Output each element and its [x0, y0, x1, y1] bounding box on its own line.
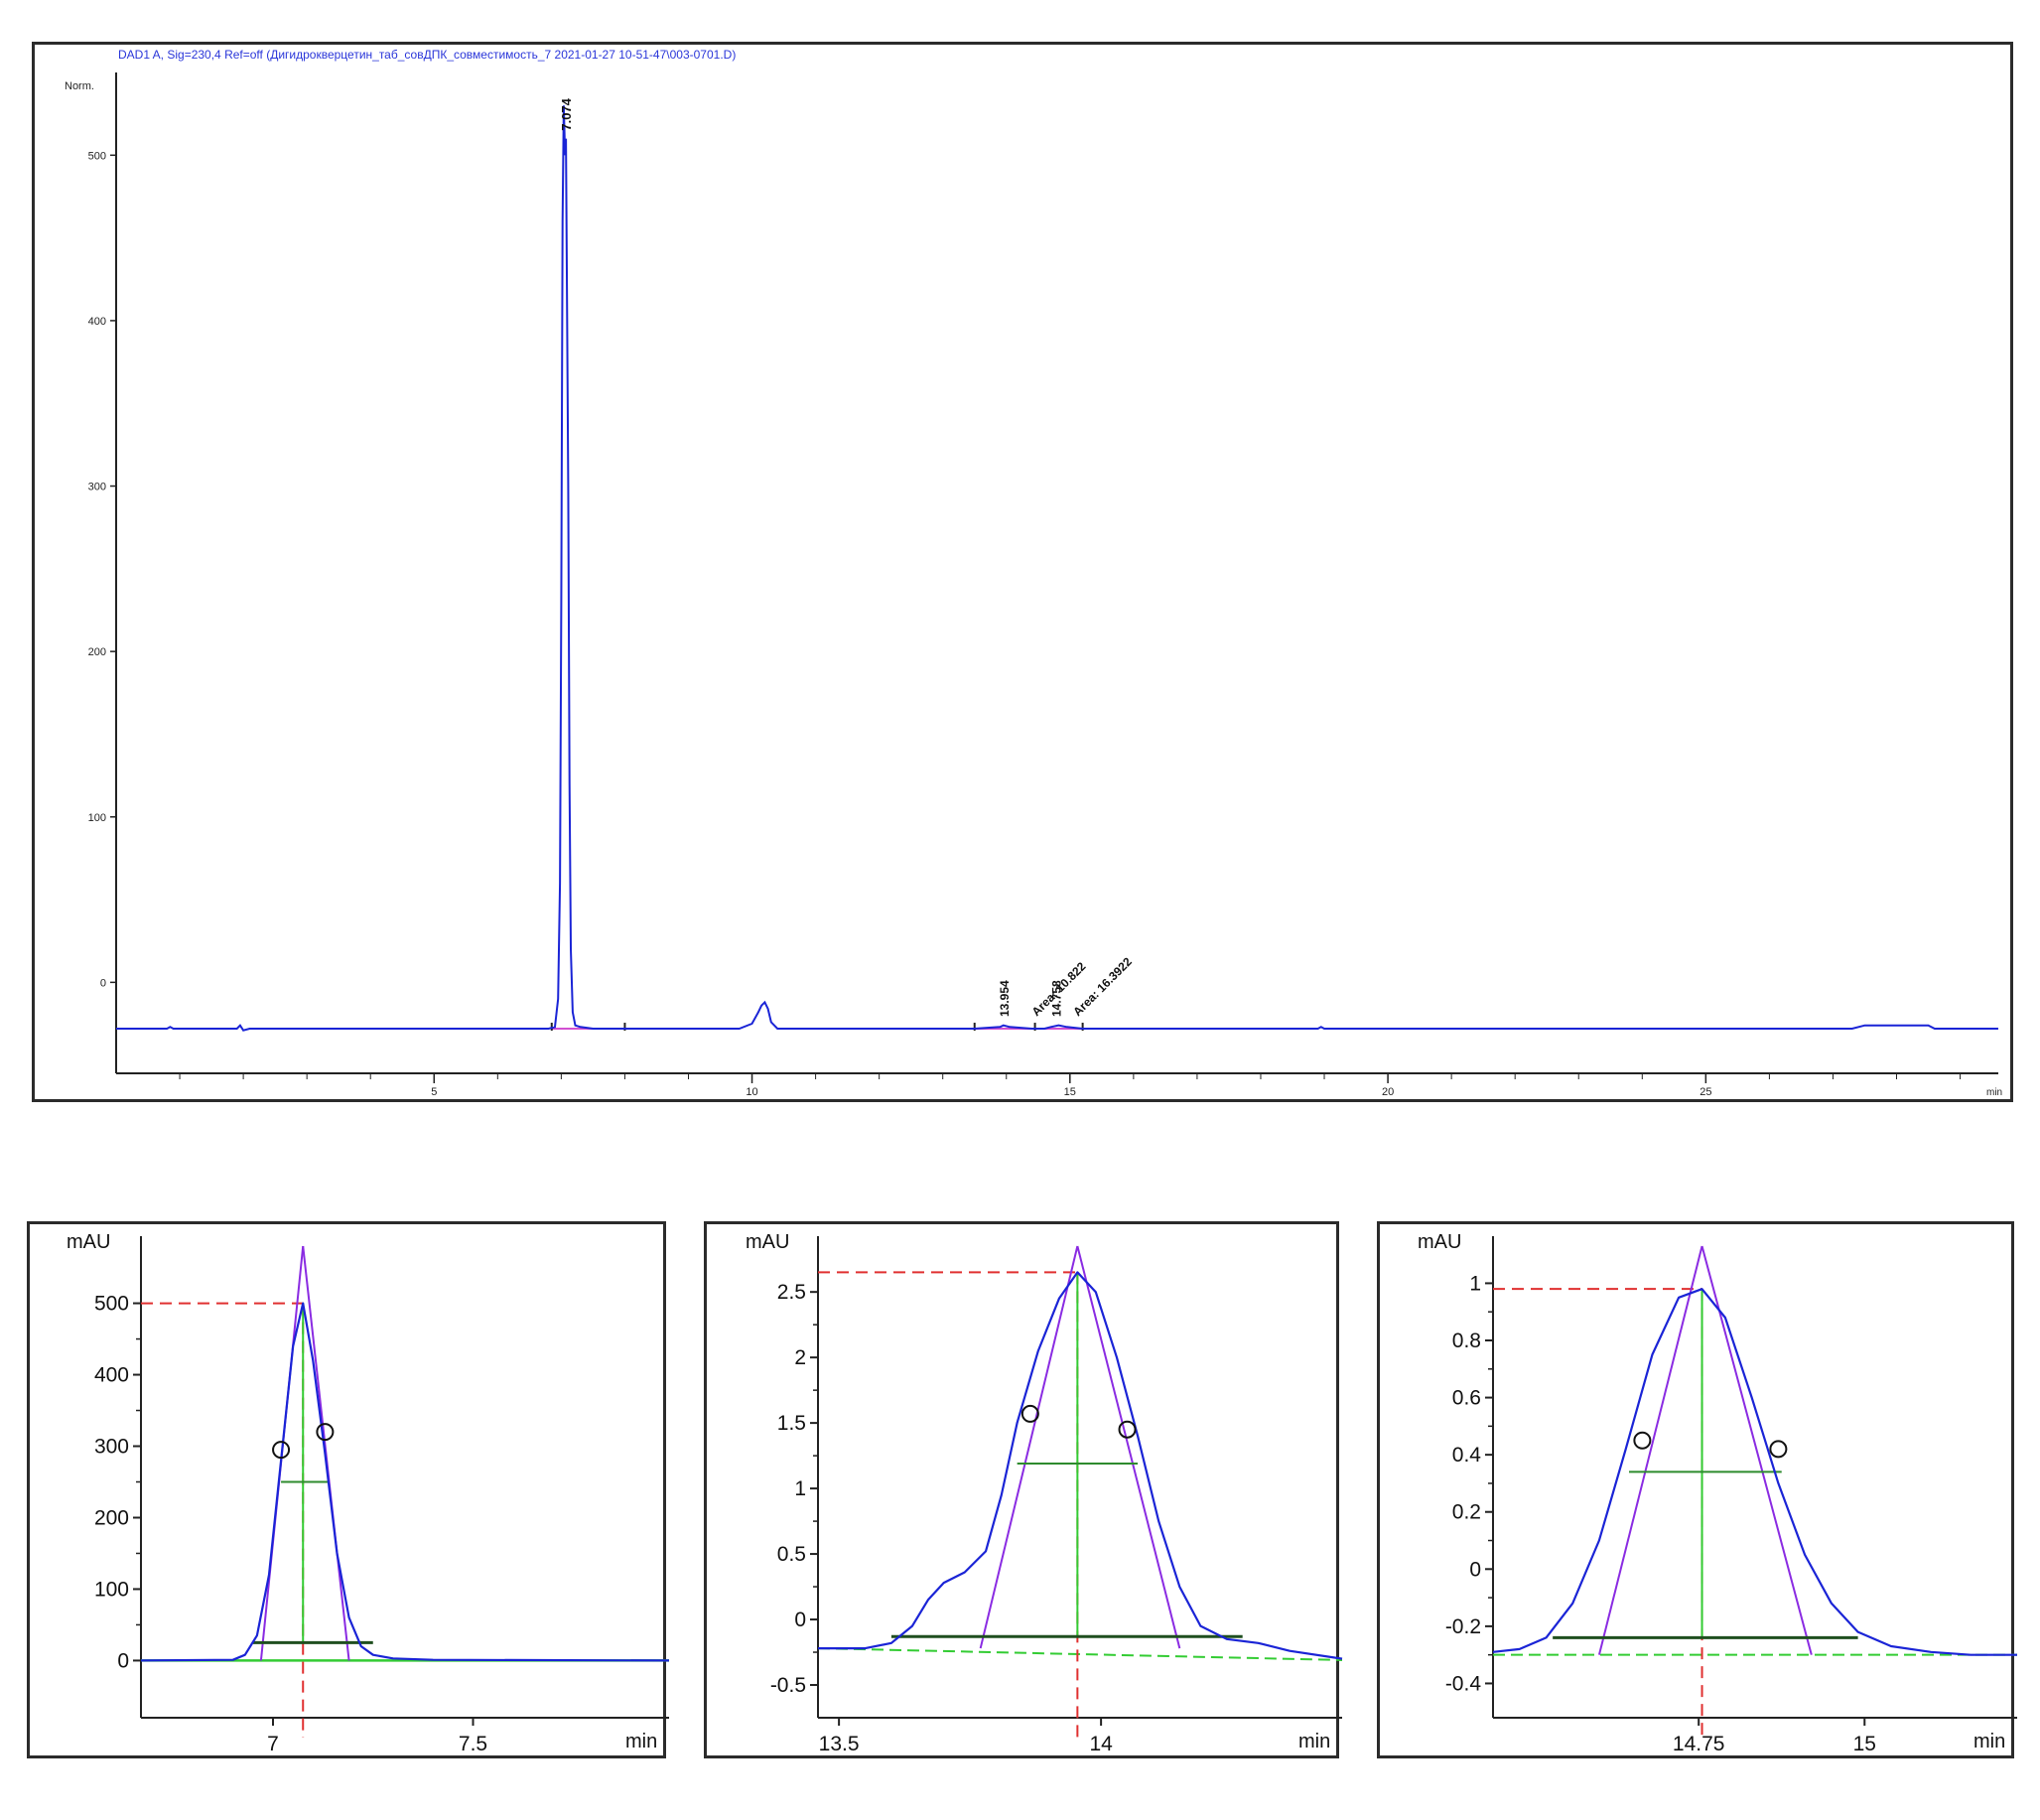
- peak-label: 7.074: [559, 97, 574, 130]
- y-tick-label: 0.4: [1452, 1444, 1482, 1467]
- tangent-right: [1700, 1245, 1813, 1655]
- inflection-point-marker: [1118, 1420, 1137, 1439]
- chromatogram-panel: DAD1 A, Sig=230,4 Ref=off (Дигидрокверце…: [32, 42, 2013, 1102]
- y-tick-label: 400: [88, 316, 106, 328]
- y-tick-label: -0.4: [1445, 1672, 1482, 1695]
- x-axis-label: min: [1986, 1087, 2002, 1098]
- tangent-left: [979, 1245, 1079, 1649]
- baseline-fit-dashed: [817, 1647, 1343, 1661]
- x-tick-label: 15: [1064, 1086, 1076, 1098]
- y-tick-label: 500: [88, 150, 106, 162]
- x-tick-label: 20: [1382, 1086, 1394, 1098]
- y-axis-label: mAU: [746, 1231, 789, 1253]
- x-axis-label: min: [625, 1731, 657, 1752]
- x-tick-label: 7.5: [459, 1733, 487, 1755]
- y-tick-label: 100: [94, 1578, 129, 1601]
- chart-title: DAD1 A, Sig=230,4 Ref=off (Дигидрокверце…: [118, 48, 736, 62]
- y-axis-label: Norm.: [65, 80, 94, 92]
- y-axis-label: mAU: [1418, 1231, 1461, 1253]
- y-tick-label: -0.2: [1445, 1615, 1481, 1638]
- x-tick-label: 13.5: [819, 1733, 860, 1755]
- chromatogram-chart: DAD1 A, Sig=230,4 Ref=off (Дигидрокверце…: [65, 48, 2002, 1098]
- y-tick-label: 0: [1469, 1558, 1481, 1581]
- x-tick-label: 15: [1853, 1733, 1876, 1755]
- signal-trace: [818, 1271, 1343, 1660]
- y-tick-label: 1: [1469, 1272, 1481, 1295]
- x-axis-label: min: [1298, 1731, 1330, 1752]
- y-tick-label: 0.2: [1452, 1501, 1481, 1524]
- y-tick-label: 500: [94, 1293, 129, 1316]
- y-tick-label: 0.6: [1452, 1387, 1481, 1410]
- inflection-point-marker: [272, 1441, 291, 1460]
- y-tick-label: 200: [88, 646, 106, 658]
- y-tick-label: 2: [794, 1346, 806, 1369]
- x-tick-label: 5: [431, 1086, 437, 1098]
- zoom-chart-peak-14-758: mAU min -0.4 -0.2 0 0.2 0.4 0.6 0.8 1 14.75 15: [1418, 1231, 2017, 1755]
- y-tick-label: 1.5: [777, 1412, 806, 1435]
- zoom-chart-peak-13-954: mAU min -0.5 0 0.5 1 1.5 2 2.5 13.5 14: [746, 1231, 1343, 1755]
- chromatogram-trace: [116, 105, 1998, 1032]
- signal-trace: [140, 1302, 670, 1662]
- y-tick-label: 200: [94, 1506, 129, 1529]
- x-axis-label: min: [1973, 1731, 2005, 1752]
- peak-label: 13.954: [998, 980, 1012, 1017]
- y-tick-label: -0.5: [770, 1674, 806, 1697]
- y-tick-label: 0: [794, 1609, 806, 1631]
- inflection-point-marker: [1769, 1440, 1788, 1459]
- y-tick-label: 400: [94, 1364, 129, 1387]
- zoom-panel-peak-14-758: mAU min -0.4 -0.2 0 0.2 0.4 0.6 0.8 1 14.75 15: [1377, 1221, 2017, 1758]
- y-tick-label: 300: [88, 482, 106, 493]
- y-tick-label: 0.8: [1452, 1330, 1481, 1352]
- y-tick-label: 0: [100, 977, 106, 989]
- y-tick-label: 300: [94, 1436, 129, 1459]
- x-tick-label: 10: [746, 1086, 757, 1098]
- y-tick-label: 0: [117, 1649, 129, 1672]
- y-tick-label: 100: [88, 812, 106, 824]
- peak-label: 14.758: [1050, 980, 1064, 1017]
- x-tick-label: 7: [267, 1733, 279, 1755]
- y-axis-label: mAU: [67, 1231, 110, 1253]
- zoom-panel-peak-13-954: mAU min -0.5 0 0.5 1 1.5 2 2.5 13.5 14: [704, 1221, 1343, 1758]
- x-tick-label: 14.75: [1673, 1733, 1725, 1755]
- zoom-panel-peak-7: mAU min 0 100 200 300 400 500 7 7.5: [27, 1221, 670, 1758]
- inflection-point-marker: [1633, 1431, 1652, 1450]
- tangent-right: [1076, 1245, 1181, 1649]
- signal-trace: [1492, 1288, 2017, 1656]
- zoom-chart-peak-7: mAU min 0 100 200 300 400 500 7 7.5: [67, 1231, 670, 1755]
- inflection-point-marker: [1020, 1404, 1039, 1423]
- tangent-left: [1597, 1245, 1703, 1655]
- inflection-point-marker: [316, 1423, 335, 1442]
- y-tick-label: 2.5: [777, 1281, 806, 1304]
- x-tick-label: 25: [1700, 1086, 1711, 1098]
- x-tick-label: 14: [1089, 1733, 1113, 1755]
- y-tick-label: 1: [794, 1477, 806, 1500]
- y-tick-label: 0.5: [777, 1543, 806, 1566]
